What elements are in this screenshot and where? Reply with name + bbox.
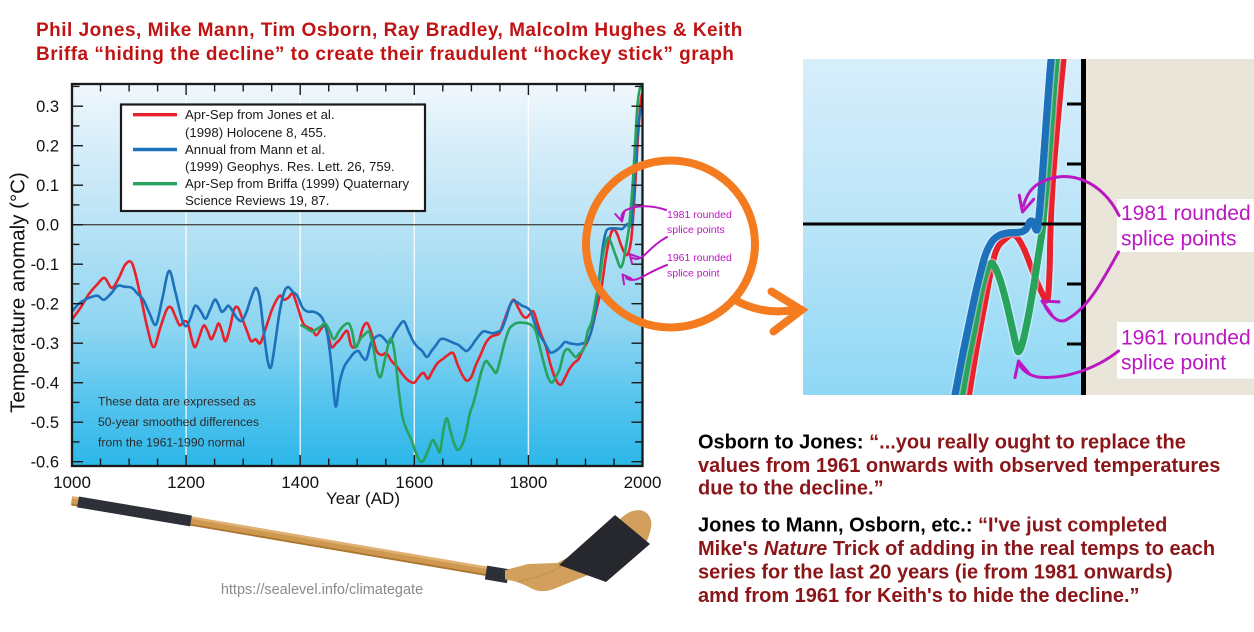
svg-text:(1998) Holocene 8, 455.: (1998) Holocene 8, 455. <box>185 125 327 140</box>
svg-text:1981 rounded: 1981 rounded <box>1121 202 1251 225</box>
svg-text:-0.5: -0.5 <box>31 414 59 432</box>
svg-text:These data are expressed as: These data are expressed as <box>98 395 256 409</box>
svg-text:Osborn to Jones: “...you real: Osborn to Jones: “...you really ought to… <box>698 431 1186 453</box>
svg-text:values from 1961 onwards with: values from 1961 onwards with observed t… <box>698 455 1220 477</box>
svg-text:50-year smoothed differences: 50-year smoothed differences <box>98 415 259 429</box>
svg-text:https://sealevel.info/climateg: https://sealevel.info/climategate <box>221 582 423 598</box>
svg-text:1600: 1600 <box>395 473 433 492</box>
svg-text:-0.4: -0.4 <box>31 375 59 393</box>
svg-text:0.1: 0.1 <box>36 177 59 195</box>
svg-text:Briffa “hiding the decline” to: Briffa “hiding the decline” to create th… <box>36 44 734 65</box>
svg-text:1800: 1800 <box>509 473 547 492</box>
svg-text:Annual from Mann et al.: Annual from Mann et al. <box>185 142 325 157</box>
svg-text:1400: 1400 <box>281 473 319 492</box>
svg-text:Phil Jones, Mike Mann, Tim Osb: Phil Jones, Mike Mann, Tim Osborn, Ray B… <box>36 20 743 41</box>
svg-text:splice point: splice point <box>667 268 720 280</box>
svg-text:1200: 1200 <box>167 473 205 492</box>
svg-text:(1999) Geophys. Res. Lett. 26,: (1999) Geophys. Res. Lett. 26, 759. <box>185 159 395 174</box>
svg-text:Year (AD): Year (AD) <box>326 489 400 508</box>
svg-text:amd from 1961 for Keith's to h: amd from 1961 for Keith's to hide the de… <box>698 585 1140 607</box>
svg-text:1961 rounded: 1961 rounded <box>667 252 732 264</box>
svg-text:0.3: 0.3 <box>36 98 59 116</box>
svg-text:1961 rounded: 1961 rounded <box>1121 327 1251 350</box>
svg-text:Apr-Sep from Jones et al.: Apr-Sep from Jones et al. <box>185 107 335 122</box>
svg-text:Jones to Mann, Osborn, etc.:: Jones to Mann, Osborn, etc.: “I've just … <box>698 515 1167 537</box>
svg-text:2000: 2000 <box>624 473 662 492</box>
svg-text:-0.2: -0.2 <box>31 296 59 314</box>
svg-text:0.0: 0.0 <box>36 217 59 235</box>
svg-text:Apr-Sep from Briffa (1999) Qua: Apr-Sep from Briffa (1999) Quaternary <box>185 176 409 191</box>
svg-text:Mike's Nature Trick of adding: Mike's Nature Trick of adding in the rea… <box>698 538 1215 560</box>
svg-text:Science Reviews 19, 87.: Science Reviews 19, 87. <box>185 193 329 208</box>
svg-text:splice points: splice points <box>667 224 725 236</box>
svg-text:-0.6: -0.6 <box>31 454 59 472</box>
svg-text:Temperature anomaly (°C): Temperature anomaly (°C) <box>7 172 30 413</box>
svg-text:-0.1: -0.1 <box>31 256 59 274</box>
svg-text:from the 1961-1990 normal: from the 1961-1990 normal <box>98 436 245 450</box>
svg-text:series for the last 20 years (: series for the last 20 years (ie from 19… <box>698 561 1173 583</box>
svg-text:-0.3: -0.3 <box>31 335 59 353</box>
svg-text:0.2: 0.2 <box>36 138 59 156</box>
svg-text:1000: 1000 <box>53 473 91 492</box>
svg-text:1981 rounded: 1981 rounded <box>667 209 732 221</box>
svg-text:splice point: splice point <box>1121 352 1226 375</box>
svg-text:due to the decline.”: due to the decline.” <box>698 478 884 500</box>
svg-text:splice points: splice points <box>1121 228 1237 251</box>
